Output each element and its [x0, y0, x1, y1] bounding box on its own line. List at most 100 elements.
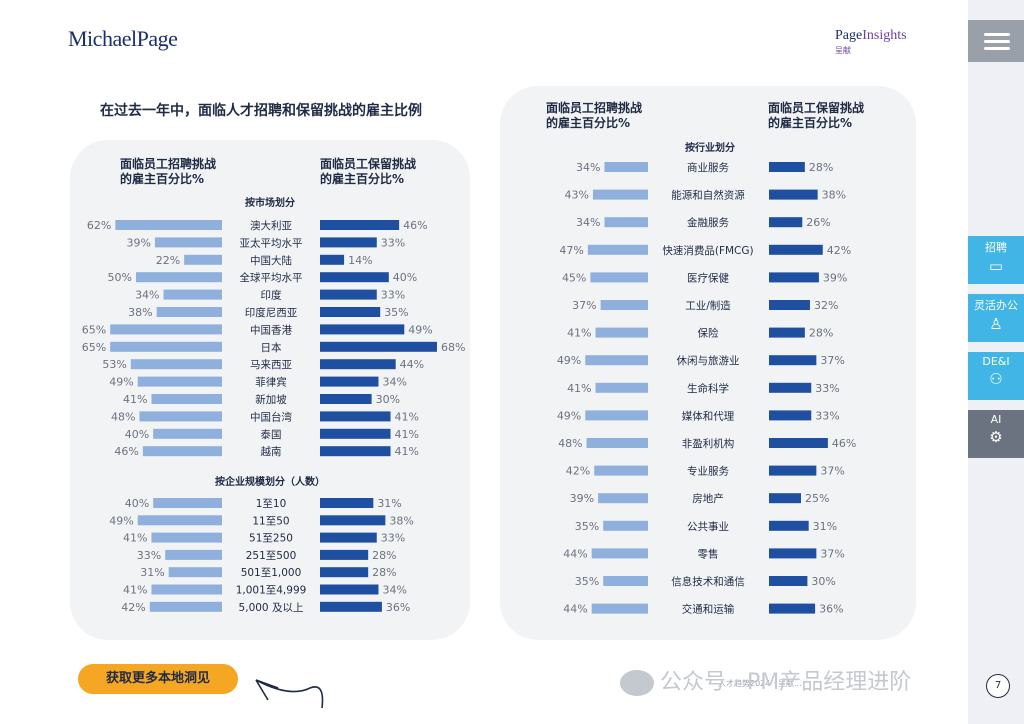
category-label: 501至1,000 — [241, 567, 302, 579]
category-label: 印度 — [261, 289, 282, 302]
retain-bar — [769, 217, 803, 228]
retain-bar — [320, 446, 391, 457]
recruit-bar — [598, 493, 648, 504]
retain-value-label: 30% — [376, 393, 400, 406]
ai-icon: ⚙ — [989, 428, 1003, 446]
recruit-bar — [603, 520, 648, 531]
tab-dei[interactable]: DE&I ⚇ — [968, 352, 1024, 400]
retain-bar — [320, 584, 379, 595]
retain-bar — [320, 307, 381, 317]
tab-flex-work-label: 灵活办公 — [974, 299, 1018, 312]
category-label: 5,000 及以上 — [239, 602, 304, 614]
recruit-value-label: 49% — [109, 514, 133, 527]
hamburger-icon — [984, 33, 1010, 36]
retain-value-label: 38% — [822, 189, 846, 202]
retain-value-label: 44% — [400, 358, 424, 371]
tab-flex-work[interactable]: 灵活办公 ♙ — [968, 294, 1024, 342]
tab-ai-label: AI — [990, 413, 1002, 426]
recruit-bar — [137, 515, 222, 526]
watermark: 公众号 · PM产品经理进阶 — [620, 664, 911, 696]
category-label: 公共事业 — [687, 520, 729, 533]
retain-bar — [320, 567, 369, 578]
tab-recruit[interactable]: 招聘 ▭ — [968, 236, 1024, 284]
recruit-value-label: 34% — [135, 289, 159, 302]
retain-value-label: 33% — [815, 409, 839, 422]
category-label: 中国大陆 — [250, 254, 292, 267]
right-header-recruit: 面临员工招聘挑战 的雇主百分比% — [546, 101, 643, 130]
retain-value-label: 46% — [832, 437, 856, 450]
recruit-value-label: 40% — [125, 497, 149, 510]
retain-value-label: 41% — [395, 428, 419, 441]
retain-bar — [769, 327, 805, 338]
retain-bar — [320, 237, 377, 248]
logo-right-insights: Insights — [862, 28, 907, 43]
recruit-bar — [587, 244, 648, 255]
category-label: 非盈利机构 — [682, 437, 735, 450]
recruit-bar — [136, 272, 222, 283]
retain-bar — [769, 548, 817, 559]
retain-value-label: 28% — [809, 161, 833, 174]
category-label: 能源和自然资源 — [671, 189, 745, 202]
hamburger-icon — [984, 47, 1010, 50]
recruit-bar — [137, 376, 222, 387]
tab-ai[interactable]: AI ⚙ — [968, 410, 1024, 458]
recruit-bar — [149, 601, 222, 612]
recruit-bar — [603, 576, 648, 586]
category-label: 保险 — [698, 327, 719, 340]
recruit-bar — [585, 355, 648, 366]
recruit-bar — [590, 272, 648, 283]
footer-text: 人才趋势2024 · 呈献... — [718, 679, 802, 688]
recruit-bar — [139, 411, 222, 422]
recruit-value-label: 53% — [102, 358, 126, 371]
recruit-value-label: 37% — [572, 299, 596, 312]
retain-value-label: 49% — [408, 323, 432, 336]
category-label: 休闲与旅游业 — [677, 354, 740, 367]
category-label: 信息技术和通信 — [671, 575, 745, 588]
category-label: 生命科学 — [687, 382, 729, 395]
group-label-size: 按企业规模划分（人数） — [215, 477, 325, 488]
retain-bar — [320, 324, 405, 335]
retain-value-label: 28% — [372, 549, 396, 562]
retain-bar — [769, 410, 812, 421]
recruit-value-label: 46% — [114, 445, 138, 458]
retain-bar — [320, 601, 382, 612]
category-label: 媒体和代理 — [682, 409, 735, 422]
category-label: 亚太平均水平 — [240, 236, 303, 249]
recruit-bar — [110, 341, 222, 352]
recruit-value-label: 65% — [82, 323, 106, 336]
recruit-bar — [165, 549, 222, 560]
recruit-value-label: 41% — [123, 393, 147, 406]
flex-work-icon: ♙ — [989, 315, 1003, 333]
retain-bar — [320, 515, 386, 526]
recruit-bar — [595, 327, 648, 338]
retain-value-label: 46% — [403, 219, 427, 232]
recruit-bar — [153, 428, 222, 439]
retain-value-label: 33% — [381, 289, 405, 302]
recruit-value-label: 43% — [565, 189, 589, 202]
recruit-bar — [142, 446, 222, 457]
recruit-value-label: 41% — [123, 532, 147, 545]
retain-bar — [320, 411, 391, 422]
category-label: 工业/制造 — [685, 299, 731, 312]
recruit-value-label: 45% — [562, 271, 586, 284]
more-insights-button[interactable]: 获取更多本地洞见 — [78, 664, 238, 694]
category-label: 菲律宾 — [255, 376, 287, 389]
retain-bar — [769, 520, 809, 531]
recruit-value-label: 41% — [123, 584, 147, 597]
retain-value-label: 37% — [820, 354, 844, 367]
category-label: 金融服务 — [687, 216, 729, 229]
retain-value-label: 26% — [806, 216, 830, 229]
recruit-bar — [586, 438, 648, 448]
retain-bar — [320, 359, 396, 370]
recruit-bar — [151, 584, 222, 595]
menu-button[interactable] — [968, 20, 1024, 62]
retain-value-label: 34% — [382, 376, 406, 389]
retain-value-label: 30% — [811, 575, 835, 588]
recruit-value-label: 34% — [576, 216, 600, 229]
recruit-bar — [115, 220, 222, 230]
recruit-bar — [604, 217, 648, 228]
right-header-retain: 面临员工保留挑战 的雇主百分比% — [768, 101, 865, 130]
retain-bar — [320, 394, 372, 404]
retain-value-label: 33% — [815, 382, 839, 395]
recruit-bar — [184, 254, 222, 265]
